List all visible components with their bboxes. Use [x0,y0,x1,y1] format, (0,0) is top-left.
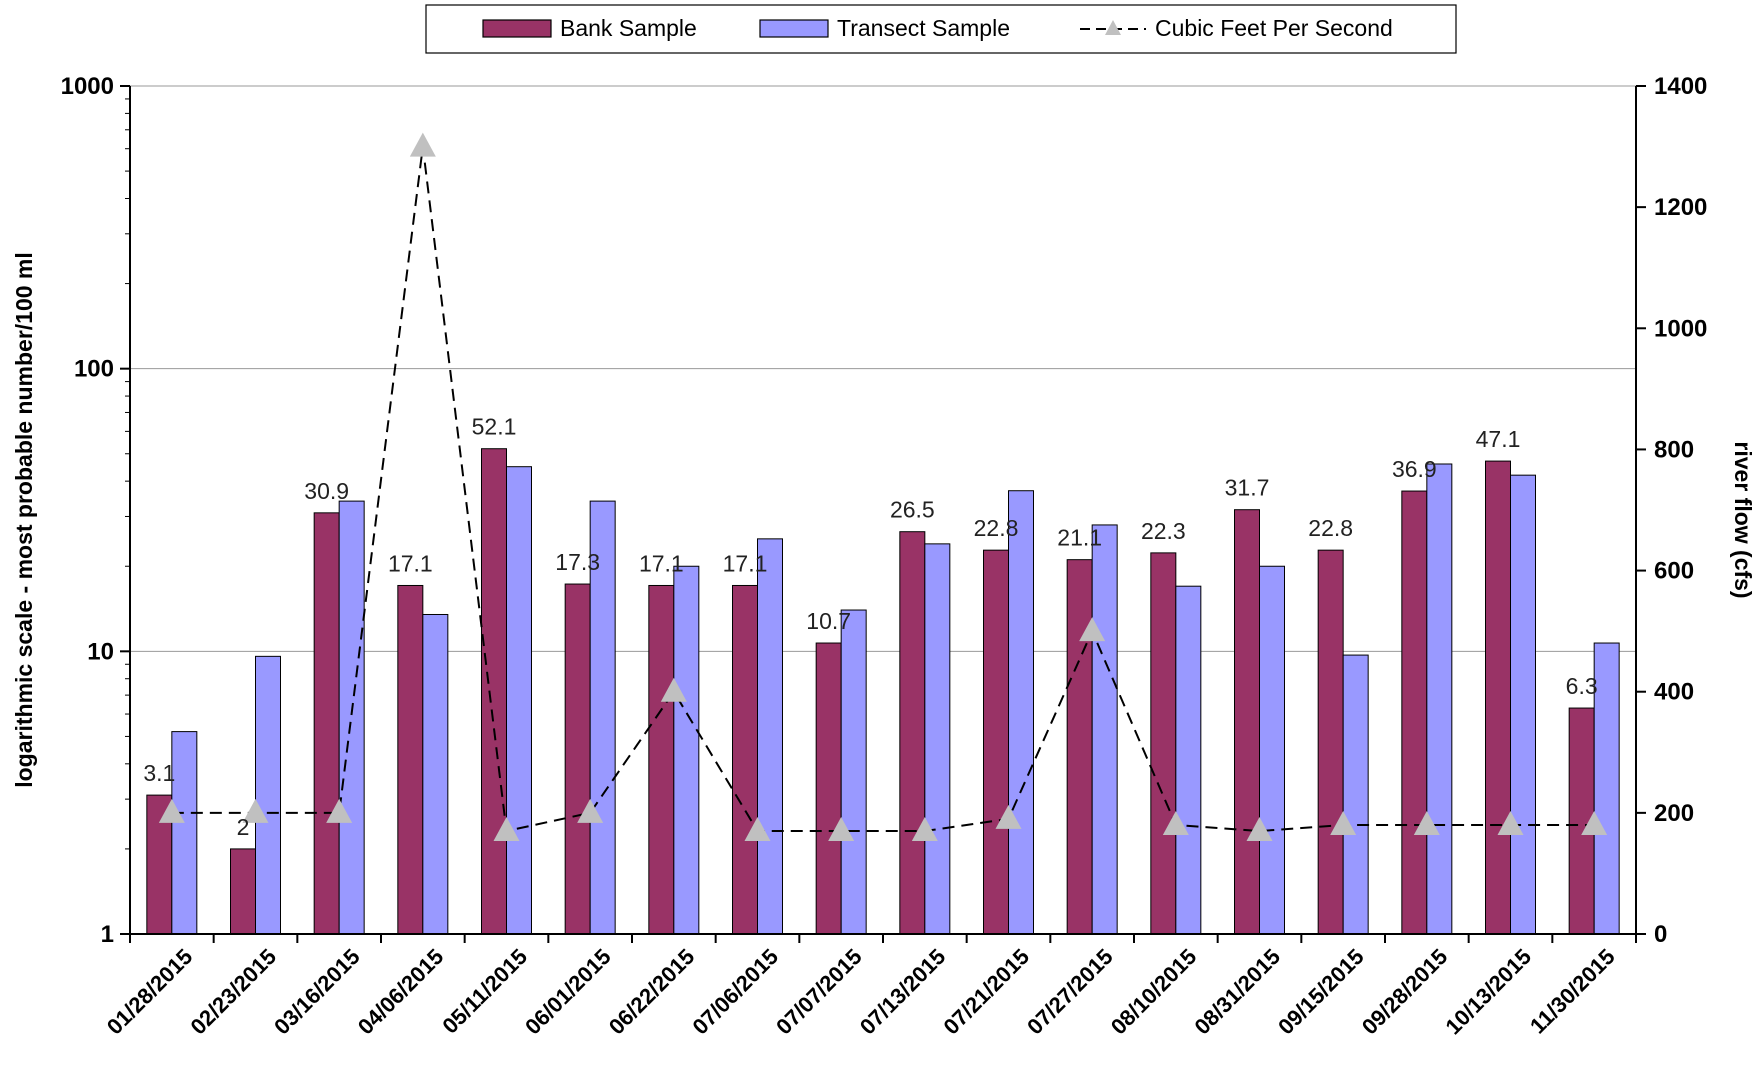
bank-sample-data-label: 6.3 [1566,673,1598,699]
legend-label-flow: Cubic Feet Per Second [1155,15,1393,41]
right-axis-tick-label: 800 [1654,436,1694,463]
transect-sample-bar [1175,585,1202,935]
bank-sample-bar [1150,552,1177,935]
transect-sample-bar [1426,463,1453,935]
flow-marker [158,798,185,823]
transect-sample-bar [924,543,951,935]
transect-sample-bar [338,500,365,935]
bank-sample-data-label: 30.9 [304,478,349,504]
transect-sample-bar [1008,490,1034,935]
bank-sample-bar [899,531,926,935]
transect-sample-bar [255,655,281,935]
flow-marker [744,817,771,842]
right-axis-tick-label: 0 [1654,921,1667,948]
flow-line [171,146,1595,833]
transect-sample-bar [506,466,532,935]
legend-box [425,4,1457,54]
transect-sample-bar [757,538,783,935]
flow-marker [1581,810,1608,835]
bank-sample-data-label: 17.1 [639,550,684,576]
flow-marker [326,798,353,823]
bank-sample-bar [1485,460,1511,935]
left-axis-tick-label: 1 [101,921,114,948]
transect-sample-bar [171,731,198,935]
bank-sample-bar [313,512,340,935]
legend-swatch-flow-marker [1105,20,1121,35]
right-axis-tick-label: 1400 [1654,73,1707,100]
bank-sample-bar [397,584,424,935]
flow-marker [660,677,687,702]
gridlines [130,85,1636,652]
transect-sample-bar [422,613,449,935]
bars-layer [146,448,1620,935]
bank-sample-bar [815,642,842,935]
right-axis-tick-label: 1200 [1654,194,1707,221]
left-axis-title: logarithmic scale - most probable number… [11,252,37,788]
data-labels: 3.1 2 30.9 17.1 52.1 17.3 17.1 17.1 10.7 26.5 22.8… [143,414,1597,840]
flow-marker [828,817,855,842]
flow-marker [1162,810,1189,835]
bank-sample-data-label: 47.1 [1476,426,1521,452]
right-axis-tick-label: 600 [1654,558,1694,585]
transect-sample-bar [840,609,867,935]
bank-sample-bar [481,448,507,935]
bank-sample-data-label: 2 [237,814,250,840]
flow-marker [911,817,938,842]
bank-sample-data-label: 26.5 [890,497,935,523]
flow-marker [242,798,269,823]
left-axis-tick-label: 100 [74,356,114,383]
flow-marker [1246,817,1273,842]
flow-marker [1497,810,1524,835]
bank-sample-bar [564,583,591,935]
bank-sample-bar [1234,509,1260,935]
bank-sample-bar [1066,559,1093,935]
bank-sample-bar [648,584,675,935]
bank-sample-bar [1317,549,1344,935]
bank-sample-data-label: 31.7 [1225,475,1270,501]
bank-sample-data-label: 21.1 [1057,525,1102,551]
legend-swatch-transect [759,19,829,38]
transect-sample-bar [1091,524,1118,935]
bank-sample-data-label: 3.1 [143,760,175,786]
left-axis-tick-label: 10 [87,638,114,665]
bank-sample-bar [230,848,256,935]
transect-sample-bar [673,565,700,935]
flow-marker [577,798,604,823]
flow-marker [409,132,436,157]
bank-sample-data-label: 22.8 [974,515,1019,541]
flow-marker [493,817,520,842]
legend: Bank Sample Transect Sample Cubic Feet P… [425,4,1457,54]
legend-swatch-bank [482,19,552,38]
transect-sample-bar [1259,565,1285,935]
left-axis-tick-label: 1000 [61,73,114,100]
flow-marker [1079,617,1106,642]
right-axis-tick-label: 200 [1654,800,1694,827]
bank-sample-data-label: 17.3 [555,549,600,575]
right-axis-tick-label: 1000 [1654,315,1707,342]
bank-sample-bar [983,549,1009,935]
flow-marker [1330,810,1357,835]
transect-sample-bar [1593,642,1620,935]
legend-label-transect: Transect Sample [837,15,1010,41]
legend-label-bank: Bank Sample [560,15,697,41]
transect-sample-bar [589,500,616,935]
transect-sample-bar [1510,474,1536,935]
bank-sample-bar [1401,490,1428,935]
bank-sample-data-label: 52.1 [472,414,517,440]
flow-marker [995,804,1022,829]
bank-sample-data-label: 17.1 [388,550,433,576]
bank-sample-data-label: 10.7 [806,608,851,634]
transect-sample-bar [1342,654,1369,935]
flow-marker [1413,810,1440,835]
bank-sample-bar [732,584,758,935]
right-axis-title: river flow (cfs) [1730,441,1756,598]
right-axis-tick-label: 400 [1654,679,1694,706]
bank-sample-data-label: 17.1 [723,550,768,576]
bank-sample-data-label: 36.9 [1392,456,1437,482]
flow-line-layer [158,132,1608,842]
bank-sample-data-label: 22.3 [1141,518,1186,544]
bank-sample-data-label: 22.8 [1308,515,1353,541]
